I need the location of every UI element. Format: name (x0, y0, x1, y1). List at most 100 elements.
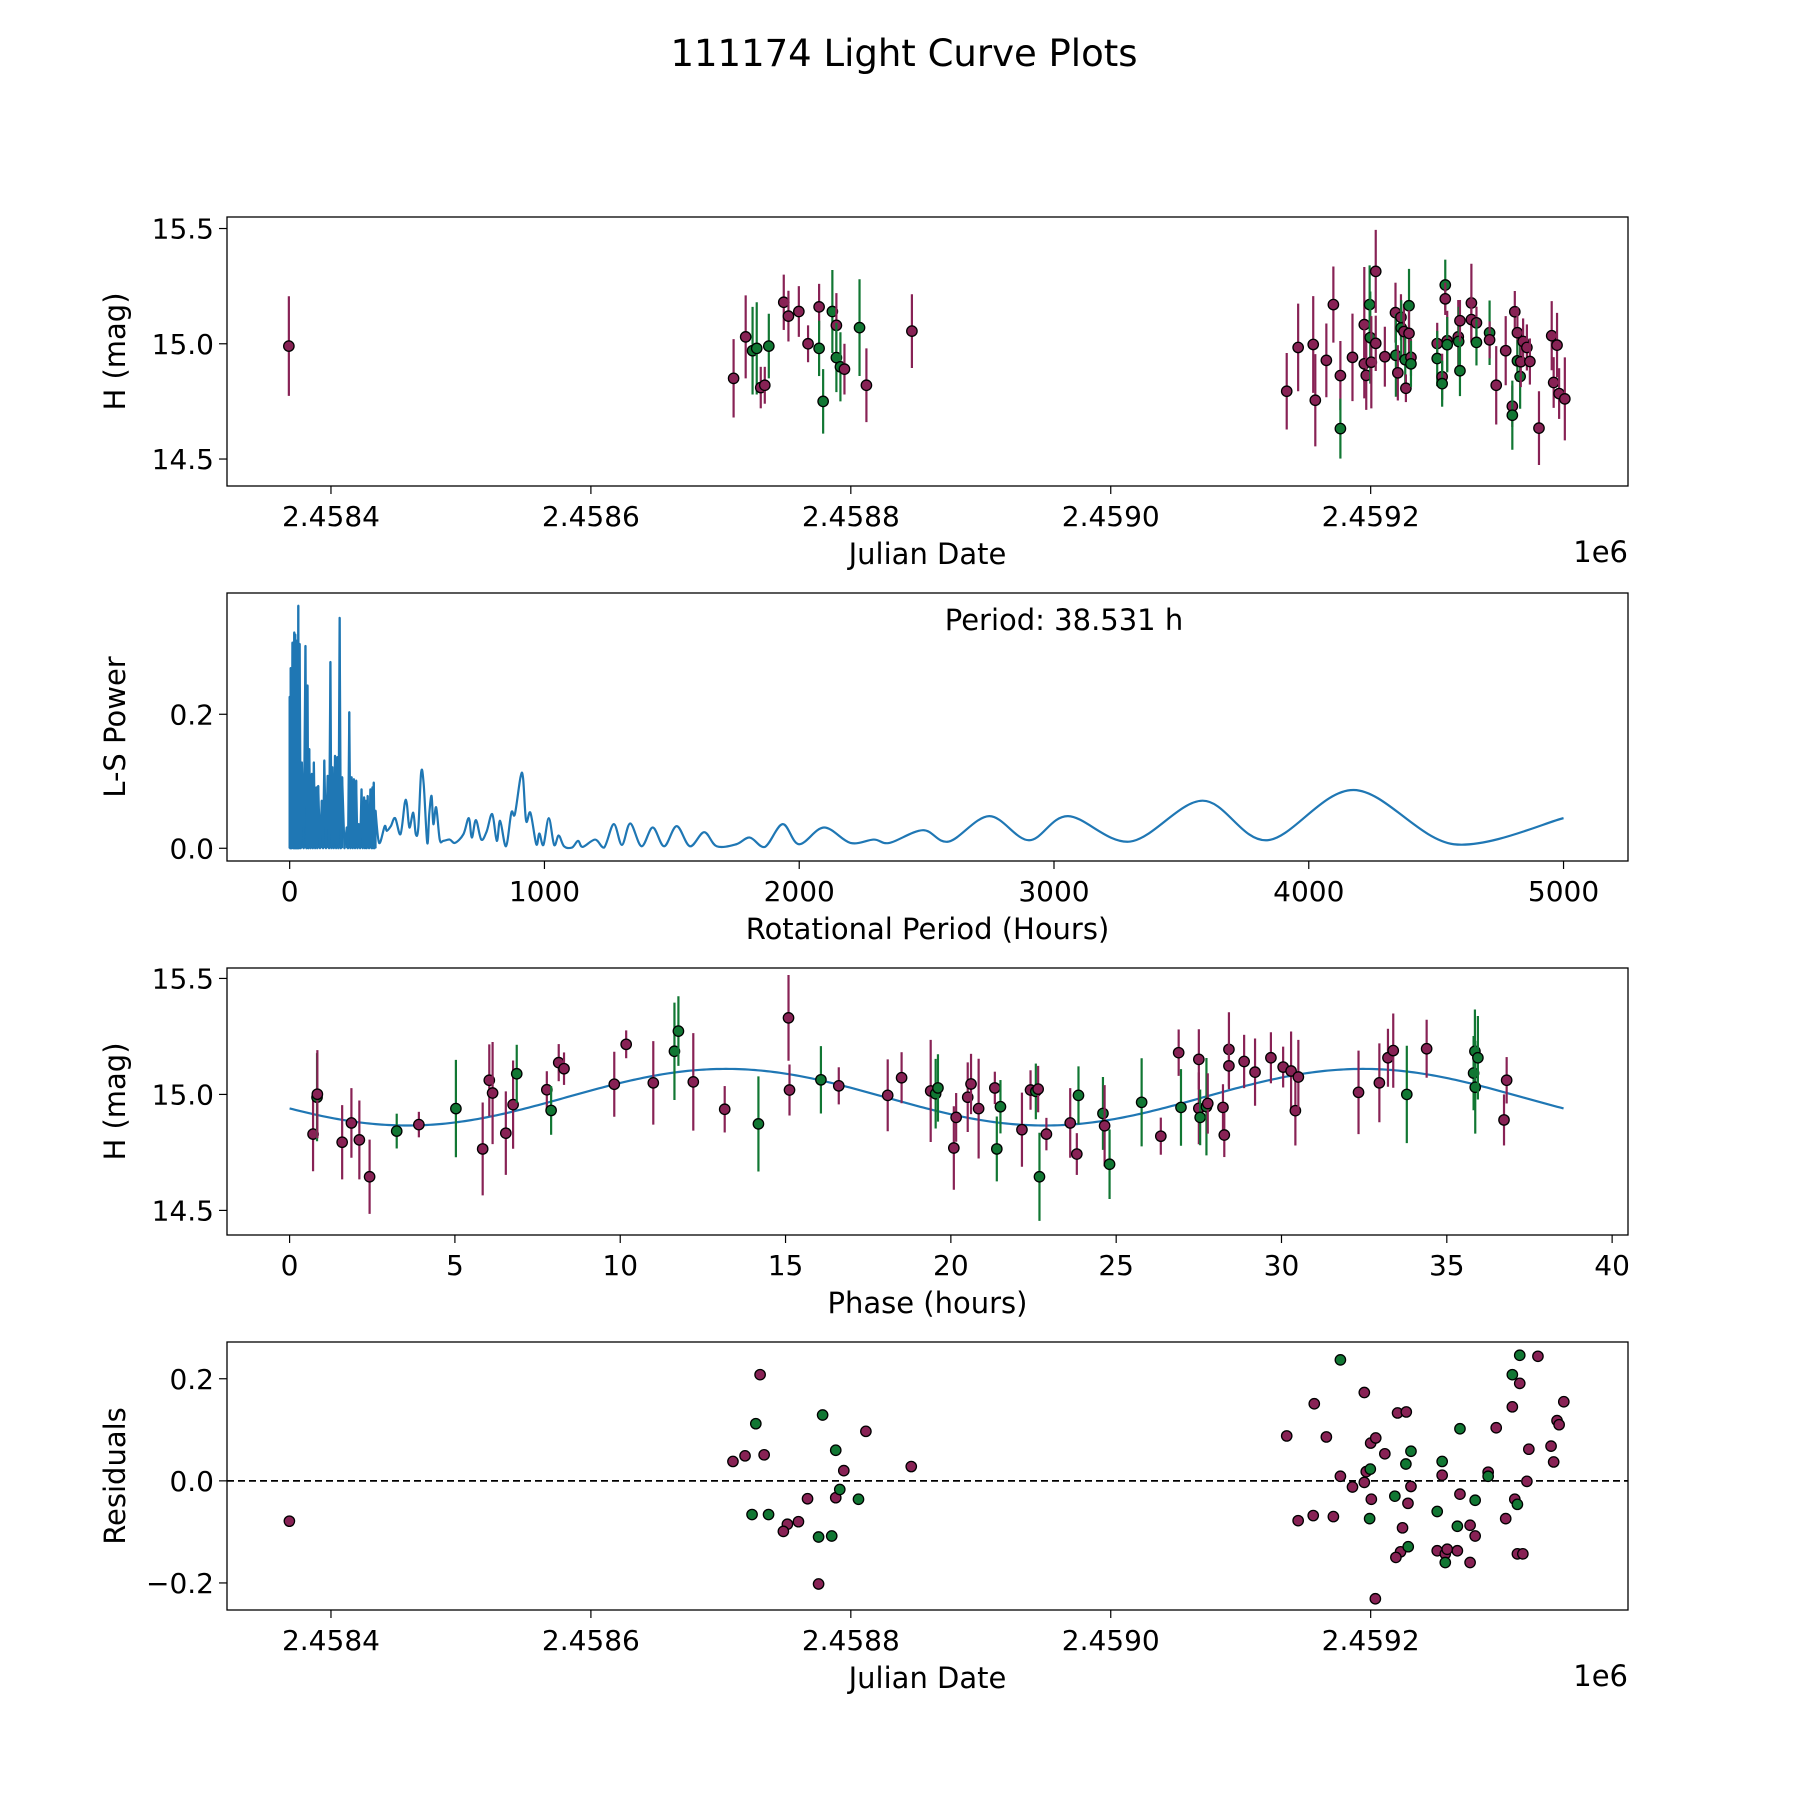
point-marker (1464, 1556, 1476, 1569)
point-marker (1218, 1129, 1231, 1141)
point-marker (947, 1142, 960, 1154)
data-point-magenta (1499, 1512, 1512, 1525)
data-point-magenta (1201, 1073, 1214, 1134)
data-point-magenta (687, 1033, 700, 1131)
point-marker (545, 1104, 557, 1117)
point-marker (1032, 1083, 1044, 1095)
lightcurve-plot-area (283, 229, 1571, 466)
x-tick-label: 0 (281, 875, 299, 908)
data-point-magenta (1524, 338, 1536, 385)
data-point-magenta (1016, 1092, 1028, 1167)
data-point-magenta (1238, 1034, 1250, 1089)
point-marker (1545, 1440, 1557, 1452)
point-marker (815, 1073, 827, 1086)
x-axis-label: Julian Date (847, 537, 1007, 571)
x-tick-label: 2.4586 (542, 500, 640, 533)
data-point-magenta (1064, 1088, 1077, 1158)
data-point-magenta (802, 325, 814, 363)
point-marker (1553, 1418, 1565, 1431)
x-tick-label: 10 (602, 1249, 638, 1282)
data-point-magenta (895, 1052, 908, 1104)
data-point-magenta (1249, 1038, 1261, 1106)
point-marker (1369, 1432, 1382, 1444)
data-point-green (545, 1086, 557, 1135)
data-point-green (762, 313, 775, 379)
data-point-magenta (739, 295, 752, 379)
point-marker (832, 1079, 845, 1092)
data-point-magenta (1378, 1447, 1391, 1460)
y-tick-label: 15.5 (152, 962, 214, 995)
data-point-magenta (608, 1051, 621, 1117)
point-marker (1499, 1512, 1512, 1525)
point-marker (1506, 1368, 1519, 1381)
data-point-magenta (758, 366, 771, 404)
point-marker (1363, 1512, 1376, 1525)
data-point-magenta (1292, 1514, 1305, 1527)
point-marker (1369, 337, 1382, 350)
point-marker (1513, 1349, 1526, 1362)
point-marker (1469, 1494, 1482, 1507)
data-point-magenta (307, 1096, 319, 1172)
data-point-magenta (1522, 1443, 1535, 1456)
data-point-green (1405, 1445, 1417, 1458)
point-marker (1373, 1076, 1386, 1089)
data-point-magenta (1307, 296, 1320, 393)
x-tick-label: 2.4588 (802, 1624, 900, 1657)
x-axis-label: Phase (hours) (828, 1286, 1028, 1320)
point-marker (1327, 298, 1340, 311)
point-marker (758, 379, 771, 392)
point-marker (1533, 422, 1545, 434)
data-point-magenta (1218, 1112, 1231, 1158)
data-point-magenta (718, 1086, 731, 1133)
point-marker (762, 1508, 775, 1521)
point-marker (1436, 377, 1449, 390)
phased-panel: 0 5 10 15 20 25 30 35 40 14.5 15.0 15.5 Phase (hours… (98, 962, 1630, 1320)
residuals-plot-area (227, 1349, 1628, 1605)
point-marker (687, 1076, 700, 1088)
point-marker (727, 1455, 739, 1468)
point-marker (1070, 1148, 1083, 1160)
data-point-magenta (950, 1093, 962, 1142)
y-axis-label: H (mag) (98, 292, 132, 410)
point-marker (1192, 1053, 1205, 1066)
point-marker (727, 372, 740, 385)
point-marker (1391, 366, 1404, 379)
point-marker (1431, 1505, 1444, 1518)
data-point-magenta (1506, 1400, 1519, 1413)
point-marker (1016, 1123, 1028, 1136)
point-marker (1309, 394, 1322, 407)
data-point-magenta (783, 1064, 796, 1116)
data-point-magenta (1040, 1117, 1053, 1151)
data-point-magenta (1464, 1556, 1476, 1569)
point-marker (1292, 1071, 1305, 1083)
data-point-magenta (1483, 321, 1496, 359)
point-marker (1378, 1447, 1391, 1460)
data-point-magenta (1070, 1133, 1083, 1175)
point-marker (345, 1117, 358, 1129)
data-point-magenta (881, 1059, 894, 1132)
point-marker (1547, 376, 1560, 389)
data-point-green (1482, 1470, 1495, 1483)
point-marker (1482, 1470, 1495, 1483)
point-marker (1194, 1111, 1207, 1124)
point-marker (1558, 393, 1571, 405)
data-point-green (510, 1044, 523, 1103)
data-point-magenta (1352, 1050, 1365, 1135)
point-marker (905, 1460, 918, 1473)
point-marker (816, 1409, 829, 1421)
point-marker (1334, 422, 1347, 435)
point-marker (1217, 1101, 1229, 1114)
point-marker (1405, 1480, 1417, 1493)
data-point-green (1402, 1540, 1415, 1553)
data-point-green (1439, 1556, 1452, 1569)
x-tick-label: 2000 (764, 875, 835, 908)
point-marker (746, 1508, 758, 1521)
point-marker (1334, 369, 1347, 382)
point-marker (1454, 1422, 1466, 1435)
point-marker (1346, 351, 1359, 364)
data-point-green (817, 369, 829, 434)
data-point-magenta (1464, 1519, 1476, 1532)
data-point-green (1072, 1066, 1085, 1125)
x-tick-label: 2.4584 (282, 1624, 380, 1657)
residuals-panel: 2.4584 2.4586 2.4588 2.4590 2.4592 −0.2 0.0 0.2… (98, 1341, 1629, 1695)
